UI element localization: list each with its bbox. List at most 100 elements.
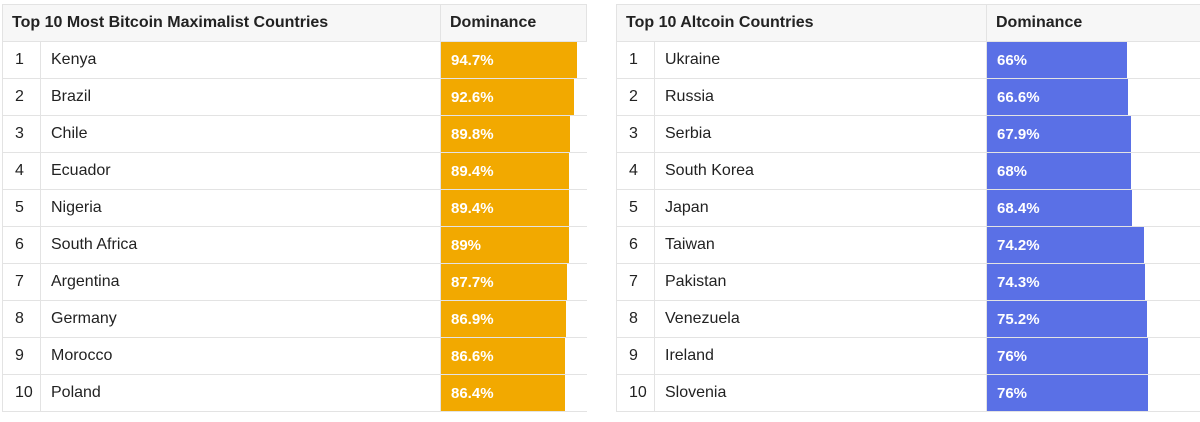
- table-row: 9 Morocco 86.6%: [2, 337, 587, 375]
- country-cell: Venezuela: [654, 300, 987, 338]
- dominance-cell: 66.6%: [986, 78, 1200, 116]
- dominance-cell: 68%: [986, 152, 1200, 190]
- table-row: 5 Nigeria 89.4%: [2, 189, 587, 227]
- country-cell: Chile: [40, 115, 441, 153]
- table-title: Top 10 Most Bitcoin Maximalist Countries: [2, 4, 441, 42]
- dominance-cell: 74.2%: [986, 226, 1200, 264]
- rank-cell: 1: [2, 41, 41, 79]
- dominance-bar: 66.6%: [987, 79, 1129, 115]
- table-row: 6 South Africa 89%: [2, 226, 587, 264]
- dominance-cell: 76%: [986, 337, 1200, 375]
- dominance-header: Dominance: [986, 4, 1200, 42]
- rank-cell: 8: [616, 300, 655, 338]
- table-row: 2 Russia 66.6%: [616, 78, 1200, 116]
- table-row: 4 South Korea 68%: [616, 152, 1200, 190]
- country-cell: Pakistan: [654, 263, 987, 301]
- country-cell: Nigeria: [40, 189, 441, 227]
- country-cell: Poland: [40, 374, 441, 412]
- rank-cell: 4: [616, 152, 655, 190]
- table-header-row: Top 10 Most Bitcoin Maximalist Countries…: [2, 4, 587, 42]
- country-cell: Argentina: [40, 263, 441, 301]
- country-cell: Ireland: [654, 337, 987, 375]
- dominance-cell: 68.4%: [986, 189, 1200, 227]
- country-cell: Ukraine: [654, 41, 987, 79]
- dominance-bar: 87.7%: [441, 264, 567, 300]
- rank-cell: 10: [616, 374, 655, 412]
- bitcoin-maximalist-table: Top 10 Most Bitcoin Maximalist Countries…: [2, 4, 587, 412]
- table-row: 1 Kenya 94.7%: [2, 41, 587, 79]
- rank-cell: 10: [2, 374, 41, 412]
- dominance-bar: 86.9%: [441, 301, 566, 337]
- dominance-cell: 89.4%: [440, 189, 587, 227]
- dominance-bar: 76%: [987, 375, 1149, 411]
- rank-cell: 9: [2, 337, 41, 375]
- dominance-cell: 75.2%: [986, 300, 1200, 338]
- dominance-cell: 89%: [440, 226, 587, 264]
- country-cell: Kenya: [40, 41, 441, 79]
- table-title: Top 10 Altcoin Countries: [616, 4, 987, 42]
- dominance-header: Dominance: [440, 4, 587, 42]
- rank-cell: 8: [2, 300, 41, 338]
- dominance-cell: 86.9%: [440, 300, 587, 338]
- dominance-bar: 86.6%: [441, 338, 566, 374]
- dominance-bar: 67.9%: [987, 116, 1132, 152]
- dominance-bar: 89.4%: [441, 190, 570, 226]
- bitcoin-maximalist-table-wrap: Top 10 Most Bitcoin Maximalist Countries…: [2, 4, 587, 412]
- dominance-bar: 68%: [987, 153, 1132, 189]
- rank-cell: 5: [2, 189, 41, 227]
- dominance-cell: 94.7%: [440, 41, 587, 79]
- rank-cell: 7: [2, 263, 41, 301]
- table-row: 1 Ukraine 66%: [616, 41, 1200, 79]
- dominance-bar: 68.4%: [987, 190, 1133, 226]
- rank-cell: 1: [616, 41, 655, 79]
- table-row: 4 Ecuador 89.4%: [2, 152, 587, 190]
- table-header-row: Top 10 Altcoin Countries Dominance: [616, 4, 1200, 42]
- country-cell: Brazil: [40, 78, 441, 116]
- country-cell: Germany: [40, 300, 441, 338]
- table-row: 3 Serbia 67.9%: [616, 115, 1200, 153]
- dominance-cell: 66%: [986, 41, 1200, 79]
- rank-cell: 6: [2, 226, 41, 264]
- dominance-bar: 76%: [987, 338, 1149, 374]
- dominance-cell: 92.6%: [440, 78, 587, 116]
- table-row: 8 Venezuela 75.2%: [616, 300, 1200, 338]
- table-row: 6 Taiwan 74.2%: [616, 226, 1200, 264]
- table-row: 3 Chile 89.8%: [2, 115, 587, 153]
- rank-cell: 3: [616, 115, 655, 153]
- table-row: 5 Japan 68.4%: [616, 189, 1200, 227]
- dominance-bar: 74.2%: [987, 227, 1145, 263]
- country-cell: Serbia: [654, 115, 987, 153]
- rank-cell: 2: [2, 78, 41, 116]
- dominance-cell: 76%: [986, 374, 1200, 412]
- country-cell: South Korea: [654, 152, 987, 190]
- dominance-cell: 89.8%: [440, 115, 587, 153]
- rank-cell: 4: [2, 152, 41, 190]
- dominance-cell: 74.3%: [986, 263, 1200, 301]
- rank-cell: 6: [616, 226, 655, 264]
- dominance-bar: 89.4%: [441, 153, 570, 189]
- table-row: 10 Slovenia 76%: [616, 374, 1200, 412]
- dominance-bar: 75.2%: [987, 301, 1147, 337]
- table-row: 8 Germany 86.9%: [2, 300, 587, 338]
- country-cell: Taiwan: [654, 226, 987, 264]
- country-cell: Japan: [654, 189, 987, 227]
- dominance-cell: 86.6%: [440, 337, 587, 375]
- dominance-bar: 86.4%: [441, 375, 566, 411]
- dominance-bar: 94.7%: [441, 42, 577, 78]
- table-body: 1 Kenya 94.7% 2 Brazil 92.6% 3 Chile 89.8% 4 Ecuad…: [2, 41, 587, 412]
- table-row: 7 Argentina 87.7%: [2, 263, 587, 301]
- table-row: 9 Ireland 76%: [616, 337, 1200, 375]
- dominance-cell: 89.4%: [440, 152, 587, 190]
- table-row: 2 Brazil 92.6%: [2, 78, 587, 116]
- rank-cell: 9: [616, 337, 655, 375]
- dominance-bar: 74.3%: [987, 264, 1145, 300]
- table-row: 7 Pakistan 74.3%: [616, 263, 1200, 301]
- rank-cell: 3: [2, 115, 41, 153]
- country-cell: Russia: [654, 78, 987, 116]
- dominance-bar: 89%: [441, 227, 569, 263]
- altcoin-table-wrap: Top 10 Altcoin Countries Dominance 1 Ukra…: [616, 4, 1200, 412]
- altcoin-table: Top 10 Altcoin Countries Dominance 1 Ukra…: [616, 4, 1200, 412]
- rank-cell: 2: [616, 78, 655, 116]
- country-cell: Slovenia: [654, 374, 987, 412]
- country-cell: Morocco: [40, 337, 441, 375]
